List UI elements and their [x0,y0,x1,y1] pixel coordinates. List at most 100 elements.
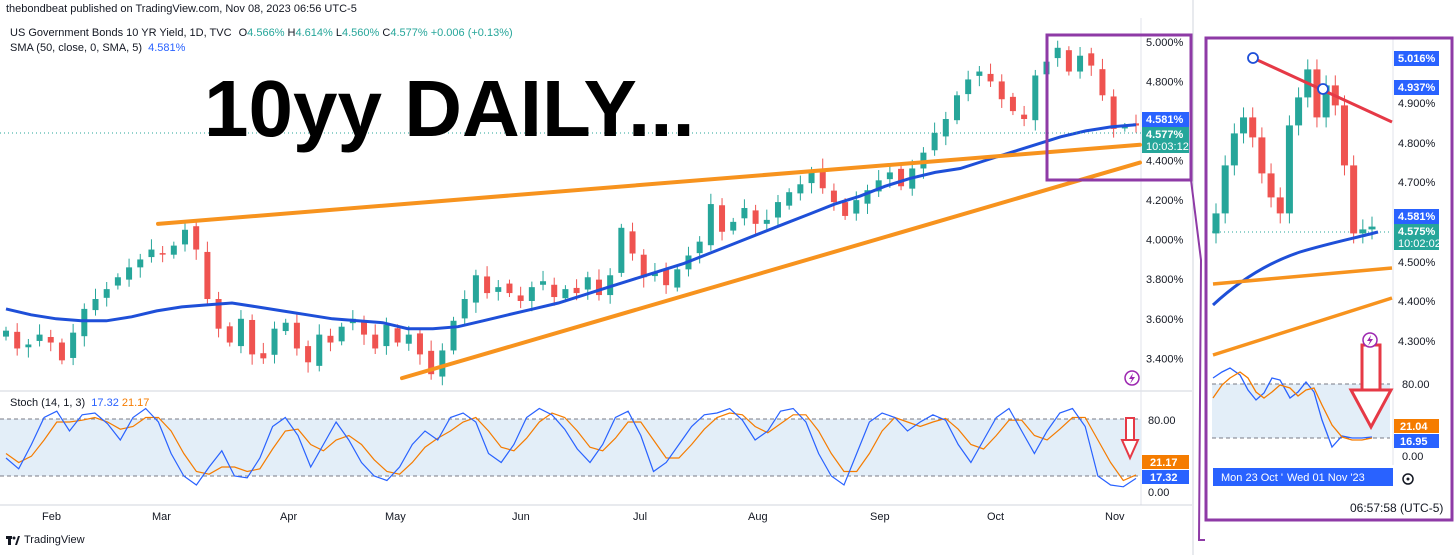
inset-trend-upper [1212,266,1393,286]
candle-body [405,334,412,344]
candle-body [137,259,144,268]
badge-last-value: 4.577% [1146,129,1184,141]
candle-body [327,335,334,343]
inset-panel: 5.016% 4.937% 4.581% 4.575% 10:02:02 21.… [1204,36,1454,522]
inset-point-2 [1317,83,1329,95]
x-tick-label: May [385,511,406,523]
inset-down-arrow [1348,343,1394,431]
candle-body [640,254,647,278]
stoch-tick-0: 0.00 [1148,487,1169,499]
inset-candle-body [1276,197,1284,214]
badge-sma-value: 4.581% [1146,114,1184,126]
inset-candle-body [1212,213,1220,234]
candle-body [58,342,65,361]
inset-badge-2: 4.937% [1398,82,1436,94]
x-tick-label: Mar [152,511,171,523]
candle-body [864,190,871,204]
inset-stoch-d-badge: 21.04 [1400,421,1428,433]
candle-body [372,334,379,349]
trendline-upper [156,142,1142,226]
inset-clock: 06:57:58 (UTC-5) [1350,501,1443,515]
lightning-icon[interactable] [1124,370,1140,386]
candle-body [651,273,658,277]
candle-body [1088,53,1095,66]
candle-body [763,219,770,224]
inset-candle-body [1258,137,1266,174]
candle-body [271,328,278,355]
inset-lightning-icon[interactable] [1362,332,1378,348]
badge-countdown: 10:03:12 [1146,141,1189,153]
candle-body [461,299,468,319]
y-tick-label: 4.800% [1146,76,1184,88]
inset-stoch-tick-80: 80.00 [1402,379,1430,391]
candle-body [719,205,726,232]
legend-change: +0.006 (+0.13%) [430,27,513,39]
x-tick-label: Oct [987,511,1004,523]
inset-sma-line [1211,230,1379,307]
x-tick-label: Aug [748,511,768,523]
legend-c-label: C [382,27,391,39]
candle-body [786,192,793,206]
candle-body [305,346,312,363]
candle-body [506,283,513,294]
y-tick-label: 4.000% [1146,235,1184,247]
connector-line [1190,179,1205,541]
candle-body [730,221,737,231]
candle-body [148,249,155,258]
inset-candle-body [1368,226,1376,230]
candle-body [987,73,994,82]
candle-body [383,324,390,347]
inset-candle-body [1295,97,1303,126]
candle-body [573,287,580,294]
candle-body [47,336,54,343]
candle-body [215,299,222,329]
y-tick-label: 3.600% [1146,314,1184,326]
legend-l-value: 4.560% [342,27,380,39]
candle-body [282,322,289,332]
candle-body [842,202,849,216]
inset-badge-sma: 4.581% [1398,211,1436,223]
sma-legend-row: SMA (50, close, 0, SMA, 5) 4.581% [10,42,185,54]
candle-body [853,200,860,214]
candle-body [830,190,837,203]
candle-body [540,281,547,285]
candle-body [249,319,256,355]
x-tick-label: Jul [633,511,647,523]
inset-candle-body [1313,69,1321,118]
candle-body [976,71,983,76]
candle-body [1032,75,1039,121]
candle-body [204,251,211,300]
candle-body [752,210,759,224]
publisher-line: thebondbeat published on TradingView.com… [6,3,357,15]
candle-body [696,241,703,254]
inset-tick-4400: 4.400% [1398,296,1436,308]
inset-stoch-tick-0: 0.00 [1402,451,1423,463]
stoch-d-line [5,412,1137,482]
gear-icon[interactable] [1402,473,1414,485]
inset-candle-body [1350,165,1358,234]
inset-tick-4800: 4.800% [1398,138,1436,150]
candle-body [551,284,558,298]
time-axis: Feb Mar Apr May Jun Jul Aug Sep Oct Nov [42,511,1125,523]
candle-body [595,279,602,296]
inset-tick-4500: 4.500% [1398,257,1436,269]
footer: TradingView [6,534,85,546]
candle-body [439,350,446,377]
x-tick-label: Nov [1105,511,1125,523]
candle-body [517,295,524,301]
inset-candle-body [1359,229,1367,234]
inset-frame [1204,36,1454,522]
candle-body [361,321,368,335]
candle-body [931,132,938,151]
candle-body [159,253,166,255]
x-tick-label: Sep [870,511,890,523]
candle-body [707,204,714,246]
stoch-legend-d: 21.17 [121,397,150,409]
tradingview-logo-icon [6,536,20,545]
inset-point-1 [1247,52,1259,64]
candle-body [1110,96,1117,129]
candle-body [3,330,9,337]
candle-body [338,326,345,342]
legend-h-value: 4.614% [295,27,333,39]
candle-body [182,229,189,245]
